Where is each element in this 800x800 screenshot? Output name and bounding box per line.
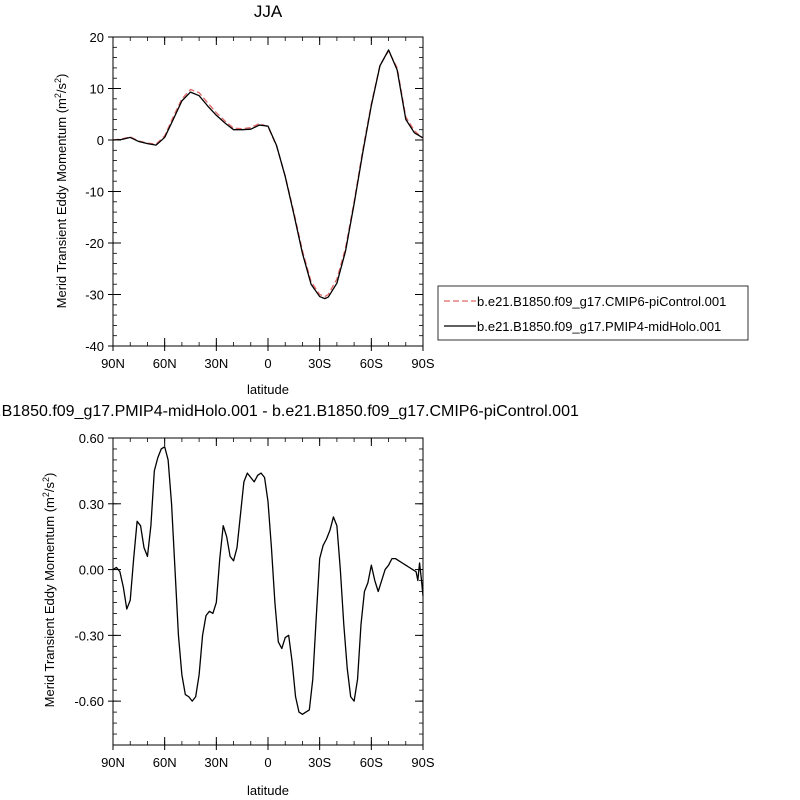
legend-label-midholo: b.e21.B1850.f09_g17.PMIP4-midHolo.001 — [477, 319, 721, 334]
top-x-tick-label: 0 — [264, 356, 271, 371]
top-x-tick-label: 90N — [101, 356, 125, 371]
bottom-x-tick-label: 60S — [360, 755, 383, 770]
top-x-tick-label: 30S — [308, 356, 331, 371]
bottom-x-tick-label: 90S — [411, 755, 434, 770]
legend: b.e21.B1850.f09_g17.CMIP6-piControl.001 … — [437, 285, 749, 341]
top-x-tick-label: 30N — [204, 356, 228, 371]
top-x-tick-label: 90S — [411, 356, 434, 371]
bottom-y-tick-label: -0.60 — [74, 694, 104, 709]
bottom-x-tick-label: 30S — [308, 755, 331, 770]
top-series-line-1 — [112, 49, 424, 300]
top-y-tick-label: 20 — [90, 30, 104, 45]
top-y-tick-label: 0 — [97, 133, 104, 148]
bottom-series-line-0 — [112, 446, 424, 715]
bottom-plot-frame — [112, 437, 424, 746]
top-panel: JJA 90N 60N 30N 0 30S 60S 90S 20 10 0 -10 -20 -30 -40… — [53, 2, 435, 397]
top-series-line-0 — [112, 50, 424, 298]
top-y-tick-label: -10 — [85, 185, 104, 200]
bottom-x-tick-label: 60N — [153, 755, 177, 770]
bottom-ylabel: Merid Transient Eddy Momentum (m2/s2) — [41, 473, 57, 708]
bottom-x-tick-label: 90N — [101, 755, 125, 770]
legend-box — [437, 285, 749, 341]
top-y-tick-label: -40 — [85, 339, 104, 354]
top-y-tick-label: -20 — [85, 236, 104, 251]
bottom-y-tick-label: 0.00 — [79, 563, 104, 578]
top-x-tick-label: 60N — [153, 356, 177, 371]
bottom-panel: b.e21.B1850.f09_g17.PMIP4-midHolo.001 - … — [0, 403, 579, 798]
top-title: JJA — [254, 2, 283, 21]
top-x-tick-label: 60S — [360, 356, 383, 371]
top-plot-area: 90N 60N 30N 0 30S 60S 90S 20 10 0 -10 -20 -30 -40 — [85, 30, 435, 371]
legend-label-picontrol: b.e21.B1850.f09_g17.CMIP6-piControl.001 — [477, 294, 726, 309]
bottom-y-tick-label: 0.30 — [79, 497, 104, 512]
bottom-plot-area: 90N 60N 30N 0 30S 60S 90S 0.60 0.30 0.00 -0.30 -0.6… — [74, 431, 435, 770]
top-y-tick-label: 10 — [90, 82, 104, 97]
bottom-x-tick-label: 30N — [204, 755, 228, 770]
bottom-x-tick-label: 0 — [264, 755, 271, 770]
top-y-tick-label: -30 — [85, 288, 104, 303]
top-ylabel: Merid Transient Eddy Momentum (m2/s2) — [53, 74, 69, 309]
bottom-title: b.e21.B1850.f09_g17.PMIP4-midHolo.001 - … — [0, 403, 579, 420]
bottom-y-tick-label: -0.30 — [74, 628, 104, 643]
bottom-xlabel: latitude — [247, 783, 289, 798]
top-xlabel: latitude — [247, 382, 289, 397]
bottom-y-tick-label: 0.60 — [79, 431, 104, 446]
